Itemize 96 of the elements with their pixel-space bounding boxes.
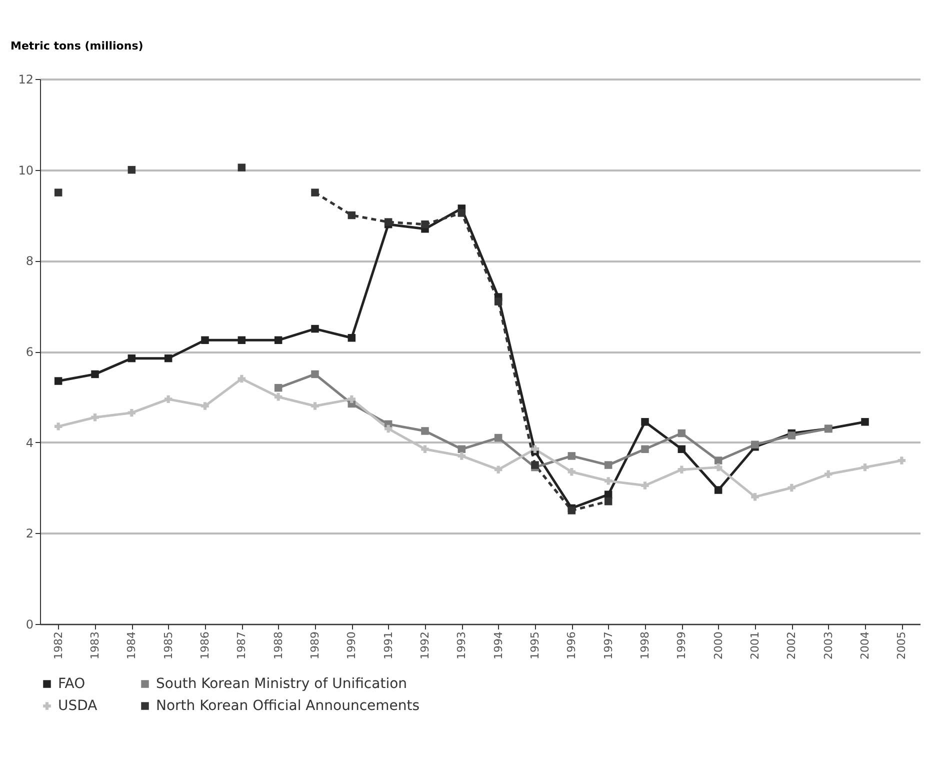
point	[714, 463, 722, 472]
x-tick-label: 1995	[528, 632, 542, 660]
x-tick-label: 1991	[382, 632, 395, 660]
point	[311, 324, 319, 333]
point	[898, 456, 906, 464]
x-tick-label: 2001	[748, 632, 762, 660]
x-tick-label: 1996	[565, 632, 578, 660]
legend-label: North Korean Official Announcements	[156, 698, 420, 714]
point	[91, 370, 99, 378]
point	[201, 402, 209, 410]
point	[311, 370, 319, 378]
point	[604, 498, 612, 506]
point	[678, 445, 686, 454]
x-tick-label: 1989	[308, 632, 322, 660]
legend-label: FAO	[58, 676, 86, 692]
point	[128, 354, 136, 362]
point	[714, 456, 722, 464]
x-tick-label: 1998	[638, 632, 652, 660]
point	[274, 336, 282, 344]
point	[861, 463, 869, 472]
x-tick-label: 2004	[858, 632, 872, 660]
point	[641, 418, 649, 426]
point	[238, 164, 246, 172]
x-tick-label: 2002	[785, 632, 798, 660]
point	[54, 188, 62, 196]
point	[348, 211, 356, 220]
point	[494, 466, 502, 474]
point	[128, 166, 136, 174]
x-tick-label: 1988	[272, 632, 285, 660]
point	[678, 466, 686, 474]
point	[604, 477, 612, 485]
point	[421, 220, 429, 228]
point	[788, 484, 796, 492]
x-tick-label: 1986	[198, 632, 212, 660]
y-tick-label: 2	[26, 526, 34, 541]
point	[91, 413, 99, 422]
legend-label: South Korean Ministry of Unification	[156, 676, 408, 692]
x-tick-label: 1990	[345, 632, 358, 660]
x-tick-label: 1994	[492, 632, 505, 660]
point	[824, 470, 832, 478]
point	[568, 506, 576, 514]
y-tick-label: 0	[26, 618, 34, 632]
point	[641, 482, 649, 490]
point	[751, 440, 759, 448]
point	[274, 384, 282, 392]
point	[714, 486, 722, 494]
y-tick-label: 6	[26, 345, 34, 359]
point	[311, 402, 319, 410]
point	[348, 395, 356, 404]
point	[494, 434, 502, 442]
point	[788, 432, 796, 440]
y-tick-label: 8	[26, 254, 34, 268]
point	[164, 354, 172, 362]
y-axis-title: Metric tons (millions)	[10, 40, 144, 52]
point	[421, 445, 429, 454]
point	[678, 429, 686, 438]
x-tick-label: 1997	[602, 632, 615, 660]
point	[54, 422, 62, 430]
y-tick-label: 4	[26, 436, 34, 450]
point	[164, 395, 172, 404]
point	[568, 452, 576, 460]
point	[201, 336, 209, 344]
point	[274, 393, 282, 401]
x-tick-label: 1984	[125, 632, 138, 660]
point	[568, 468, 576, 476]
point	[531, 445, 539, 454]
x-tick-label: 1992	[418, 632, 432, 660]
point	[128, 408, 136, 417]
x-tick-label: 1985	[162, 632, 175, 660]
x-tick-label: 2003	[822, 632, 835, 660]
point	[238, 336, 246, 344]
x-tick-label: 2005	[895, 632, 908, 660]
legend-label: USDA	[58, 698, 98, 714]
point	[604, 461, 612, 469]
point	[421, 427, 429, 435]
point	[751, 492, 759, 501]
point	[384, 218, 392, 226]
point	[384, 424, 392, 433]
point	[458, 209, 466, 217]
x-tick-label: 1993	[455, 632, 468, 660]
x-tick-label: 1987	[235, 632, 248, 660]
point	[641, 445, 649, 454]
point	[458, 452, 466, 460]
point	[348, 334, 356, 342]
point	[861, 418, 869, 426]
point	[238, 374, 246, 383]
x-tick-label: 2000	[712, 632, 725, 660]
x-tick-label: 1982	[52, 632, 65, 660]
point	[54, 377, 62, 385]
x-tick-label: 1983	[88, 632, 102, 660]
point	[494, 298, 502, 306]
y-tick-label: 12	[18, 72, 34, 86]
point	[311, 188, 319, 196]
y-tick-label: 10	[18, 163, 34, 178]
point	[531, 461, 539, 469]
x-tick-label: 1999	[675, 632, 688, 660]
